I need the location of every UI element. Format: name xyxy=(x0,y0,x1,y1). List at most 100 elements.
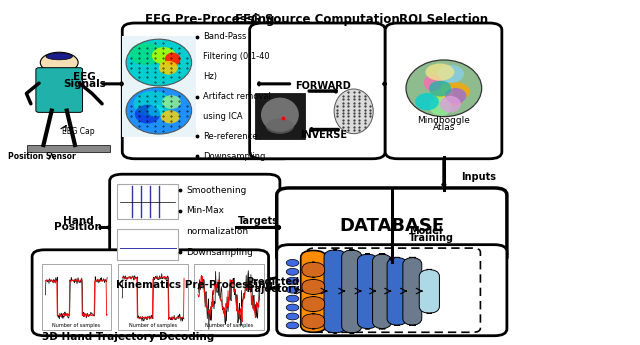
FancyBboxPatch shape xyxy=(387,257,407,325)
Ellipse shape xyxy=(432,83,454,102)
Text: DATABASE: DATABASE xyxy=(339,217,444,235)
Text: Artifact removal: Artifact removal xyxy=(203,92,271,101)
FancyBboxPatch shape xyxy=(403,257,422,325)
Circle shape xyxy=(40,52,78,73)
Text: Atlas: Atlas xyxy=(433,122,455,132)
FancyBboxPatch shape xyxy=(302,279,324,295)
Ellipse shape xyxy=(135,105,160,124)
FancyBboxPatch shape xyxy=(255,93,305,139)
Text: Kinematics Pre-Processing: Kinematics Pre-Processing xyxy=(116,280,273,290)
FancyBboxPatch shape xyxy=(302,314,324,329)
Circle shape xyxy=(286,286,299,293)
FancyBboxPatch shape xyxy=(419,269,440,313)
Text: Smoothening: Smoothening xyxy=(187,186,247,195)
Text: Number of samples: Number of samples xyxy=(205,324,253,328)
Text: Mindboggle: Mindboggle xyxy=(417,117,470,126)
FancyBboxPatch shape xyxy=(117,184,179,219)
Ellipse shape xyxy=(429,97,452,116)
Text: FORWARD: FORWARD xyxy=(296,81,351,91)
Text: Inputs: Inputs xyxy=(461,171,497,181)
FancyBboxPatch shape xyxy=(358,254,378,329)
FancyBboxPatch shape xyxy=(122,84,196,137)
Text: EEG: EEG xyxy=(73,72,96,82)
FancyBboxPatch shape xyxy=(36,68,83,112)
Ellipse shape xyxy=(165,52,180,66)
FancyBboxPatch shape xyxy=(118,264,188,330)
FancyBboxPatch shape xyxy=(301,250,326,332)
FancyBboxPatch shape xyxy=(302,297,324,312)
Ellipse shape xyxy=(334,89,373,134)
FancyBboxPatch shape xyxy=(276,245,507,336)
Text: Predicted: Predicted xyxy=(246,277,299,287)
Text: 3D Hand Trajectory Decoding: 3D Hand Trajectory Decoding xyxy=(42,333,214,343)
Ellipse shape xyxy=(415,93,439,110)
Text: Signals: Signals xyxy=(63,79,106,89)
Ellipse shape xyxy=(126,87,191,134)
Ellipse shape xyxy=(429,81,451,97)
FancyBboxPatch shape xyxy=(276,188,507,264)
FancyBboxPatch shape xyxy=(342,250,362,333)
FancyBboxPatch shape xyxy=(324,250,346,333)
Circle shape xyxy=(286,277,299,284)
FancyBboxPatch shape xyxy=(117,229,179,260)
FancyBboxPatch shape xyxy=(32,250,269,336)
Circle shape xyxy=(286,268,299,275)
Text: Re-reference: Re-reference xyxy=(203,132,257,141)
Ellipse shape xyxy=(129,43,164,65)
Text: Number of samples: Number of samples xyxy=(129,324,177,328)
Text: using ICA: using ICA xyxy=(203,112,243,121)
Ellipse shape xyxy=(441,82,470,101)
Ellipse shape xyxy=(46,53,72,60)
Ellipse shape xyxy=(159,61,178,75)
FancyBboxPatch shape xyxy=(122,23,296,159)
Ellipse shape xyxy=(424,75,442,91)
Text: Min-Max: Min-Max xyxy=(187,207,225,216)
Text: Number of samples: Number of samples xyxy=(52,324,100,328)
Text: Band-Pass: Band-Pass xyxy=(203,32,246,41)
Ellipse shape xyxy=(445,88,467,103)
Text: Filtering (0.1-40: Filtering (0.1-40 xyxy=(203,52,269,61)
Text: Training: Training xyxy=(409,233,454,243)
Text: Downsampling: Downsampling xyxy=(187,248,253,257)
Ellipse shape xyxy=(444,88,464,106)
Ellipse shape xyxy=(134,91,172,117)
Text: Model: Model xyxy=(409,226,442,236)
FancyBboxPatch shape xyxy=(27,145,110,152)
Ellipse shape xyxy=(126,39,191,86)
FancyBboxPatch shape xyxy=(385,23,502,159)
Ellipse shape xyxy=(162,95,181,109)
Text: Hz): Hz) xyxy=(203,72,217,81)
Circle shape xyxy=(286,313,299,320)
Ellipse shape xyxy=(406,60,482,117)
Text: Position Sensor: Position Sensor xyxy=(8,151,76,160)
Ellipse shape xyxy=(152,47,176,64)
Ellipse shape xyxy=(426,63,454,81)
Circle shape xyxy=(286,322,299,329)
Ellipse shape xyxy=(148,105,164,117)
Ellipse shape xyxy=(440,96,461,112)
FancyBboxPatch shape xyxy=(250,23,385,159)
Text: Downsampling: Downsampling xyxy=(203,152,266,161)
FancyBboxPatch shape xyxy=(122,36,196,89)
Circle shape xyxy=(286,259,299,266)
Text: INVERSE: INVERSE xyxy=(300,130,347,140)
FancyBboxPatch shape xyxy=(42,264,111,330)
Text: ROI Selection: ROI Selection xyxy=(399,13,488,26)
Text: Trajectory: Trajectory xyxy=(244,284,300,294)
FancyBboxPatch shape xyxy=(302,262,324,277)
FancyBboxPatch shape xyxy=(372,254,392,329)
Text: Position: Position xyxy=(54,223,102,233)
Ellipse shape xyxy=(266,118,294,134)
Ellipse shape xyxy=(161,110,180,124)
FancyBboxPatch shape xyxy=(194,264,264,330)
FancyBboxPatch shape xyxy=(109,174,280,279)
Text: normalization: normalization xyxy=(187,227,249,236)
Ellipse shape xyxy=(261,98,299,132)
Text: Hand: Hand xyxy=(63,216,93,226)
Ellipse shape xyxy=(438,65,464,83)
Circle shape xyxy=(286,304,299,311)
Text: EEG Source Computation: EEG Source Computation xyxy=(236,13,400,26)
Circle shape xyxy=(286,295,299,302)
Text: EEG Pre-Processing: EEG Pre-Processing xyxy=(145,13,274,26)
Text: EEG Cap: EEG Cap xyxy=(62,127,95,137)
